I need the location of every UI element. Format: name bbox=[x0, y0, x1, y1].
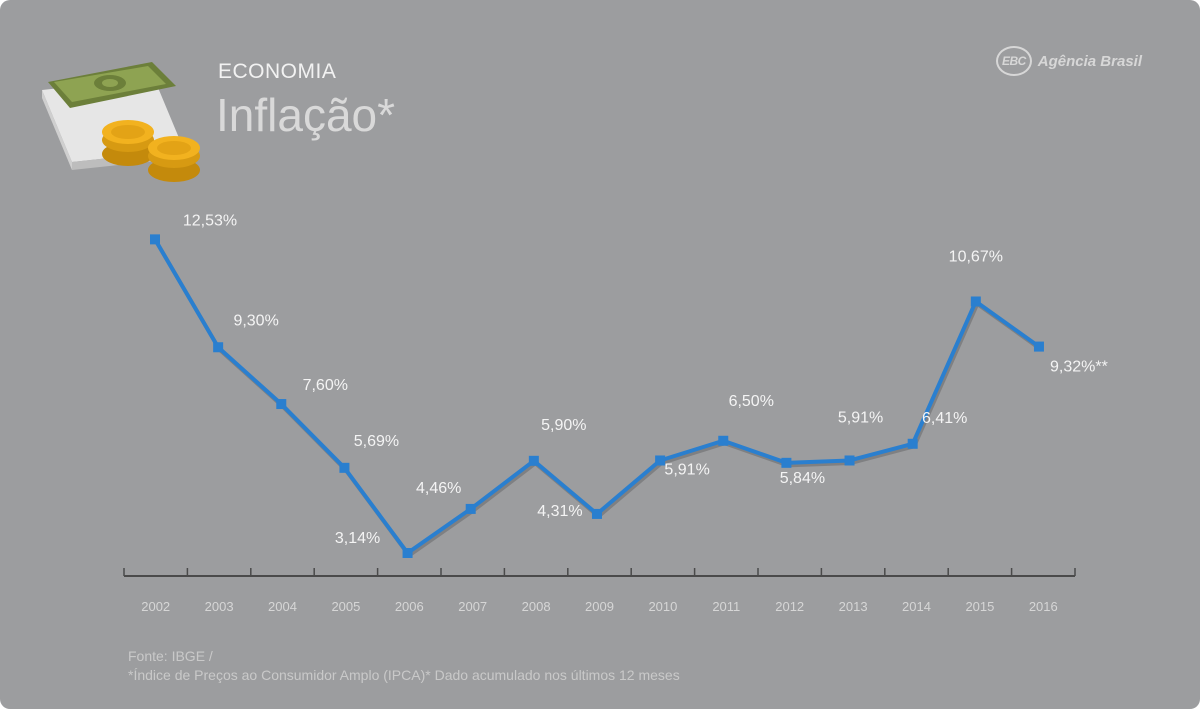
x-tick-label: 2002 bbox=[141, 599, 170, 614]
data-point bbox=[465, 503, 476, 514]
data-point bbox=[970, 296, 981, 307]
data-point bbox=[781, 457, 792, 468]
ebc-logo: EBC bbox=[995, 46, 1032, 76]
data-point bbox=[655, 455, 666, 466]
chart-title: Inflação* bbox=[216, 89, 396, 141]
series-line bbox=[153, 237, 1041, 555]
x-tick-label: 2015 bbox=[965, 599, 994, 614]
data-point bbox=[528, 455, 539, 466]
data-label: 10,67% bbox=[949, 248, 1003, 265]
data-label: 5,84% bbox=[780, 470, 825, 487]
data-point bbox=[276, 399, 287, 410]
x-tick-label: 2010 bbox=[648, 599, 677, 614]
x-tick-label: 2016 bbox=[1029, 599, 1058, 614]
data-point bbox=[1033, 341, 1044, 352]
data-point bbox=[718, 435, 729, 446]
data-point bbox=[150, 234, 160, 245]
data-point bbox=[591, 508, 602, 519]
footnote: *Índice de Preços ao Consumidor Amplo (I… bbox=[128, 667, 680, 683]
data-point bbox=[907, 438, 918, 449]
x-tick-label: 2005 bbox=[331, 599, 360, 614]
x-tick-label: 2014 bbox=[902, 599, 931, 614]
x-tick-label: 2004 bbox=[268, 599, 297, 614]
data-label: 5,91% bbox=[838, 409, 883, 426]
data-label: 4,31% bbox=[537, 503, 582, 520]
data-label: 4,46% bbox=[416, 480, 461, 497]
data-label: 6,41% bbox=[922, 410, 967, 427]
data-label: 5,90% bbox=[541, 417, 586, 434]
data-point bbox=[339, 462, 350, 473]
x-tick-label: 2003 bbox=[205, 599, 234, 614]
x-tick-label: 2008 bbox=[522, 599, 551, 614]
brand-logo: EBC Agência Brasil bbox=[995, 46, 1142, 76]
data-point bbox=[402, 548, 413, 558]
x-tick-label: 2007 bbox=[458, 599, 487, 614]
data-label: 6,50% bbox=[729, 393, 774, 410]
data-label: 9,30% bbox=[233, 312, 278, 329]
data-label: 5,69% bbox=[354, 433, 399, 450]
brand-name: Agência Brasil bbox=[1037, 52, 1142, 70]
data-label: 7,60% bbox=[303, 377, 348, 394]
section-label: ECONOMIA bbox=[218, 60, 337, 83]
money-stack-icon bbox=[42, 62, 200, 182]
data-label: 12,53% bbox=[183, 212, 237, 229]
data-label: 3,14% bbox=[335, 530, 380, 547]
data-label: 9,32%** bbox=[1050, 359, 1108, 376]
data-point bbox=[844, 455, 855, 466]
data-label: 5,91% bbox=[664, 461, 709, 478]
x-tick-label: 2011 bbox=[712, 599, 740, 614]
x-tick-label: 2006 bbox=[395, 599, 424, 614]
x-tick-label: 2009 bbox=[585, 599, 614, 614]
data-point bbox=[213, 342, 224, 353]
x-tick-label: 2013 bbox=[839, 599, 868, 614]
x-tick-label: 2012 bbox=[775, 599, 804, 614]
source-note: Fonte: IBGE / bbox=[128, 648, 213, 664]
series-line-shadow bbox=[154, 240, 1042, 558]
